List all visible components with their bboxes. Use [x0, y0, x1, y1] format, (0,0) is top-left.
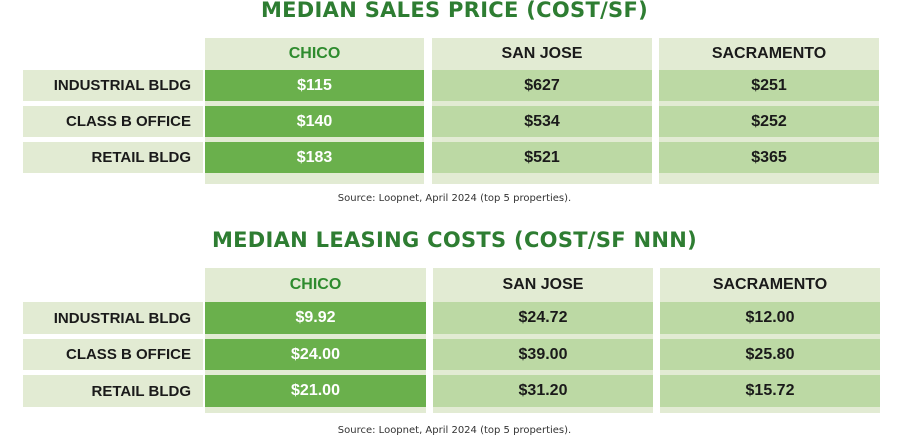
column-header: CHICO [205, 268, 426, 302]
table-cell: $12.00 [660, 302, 880, 334]
row-header: CLASS B OFFICE [23, 106, 203, 137]
table-cell: $252 [659, 106, 879, 137]
table-cell: $25.80 [660, 339, 880, 370]
table-cell: $521 [432, 142, 652, 173]
table-cell: $24.00 [205, 339, 426, 370]
row-header: RETAIL BLDG [23, 375, 203, 407]
table-cell: $534 [432, 106, 652, 137]
row-header: INDUSTRIAL BLDG [23, 302, 203, 334]
table-cell: $115 [205, 70, 424, 101]
table-cell: $251 [659, 70, 879, 101]
column-header: SAN JOSE [433, 268, 653, 302]
source-note: Source: Loopnet, April 2024 (top 5 prope… [337, 425, 572, 436]
table-cell: $140 [205, 106, 424, 137]
table-cell: $627 [432, 70, 652, 101]
column-header: SACRAMENTO [660, 268, 880, 302]
table-cell: $183 [205, 142, 424, 173]
table-cell: $31.20 [433, 375, 653, 407]
table-cell: $24.72 [433, 302, 653, 334]
row-header: RETAIL BLDG [23, 142, 203, 173]
row-header: CLASS B OFFICE [23, 339, 203, 370]
row-header: INDUSTRIAL BLDG [23, 70, 203, 101]
table-cell: $15.72 [660, 375, 880, 407]
table-cell: $9.92 [205, 302, 426, 334]
table-title: MEDIAN LEASING COSTS (COST/SF NNN) [211, 228, 698, 252]
column-header: SAN JOSE [432, 38, 652, 70]
source-note: Source: Loopnet, April 2024 (top 5 prope… [337, 193, 572, 204]
table-title: MEDIAN SALES PRICE (COST/SF) [260, 0, 649, 22]
table-cell: $365 [659, 142, 879, 173]
table-cell: $21.00 [205, 375, 426, 407]
table-cell: $39.00 [433, 339, 653, 370]
column-header: CHICO [205, 38, 424, 70]
column-header: SACRAMENTO [659, 38, 879, 70]
